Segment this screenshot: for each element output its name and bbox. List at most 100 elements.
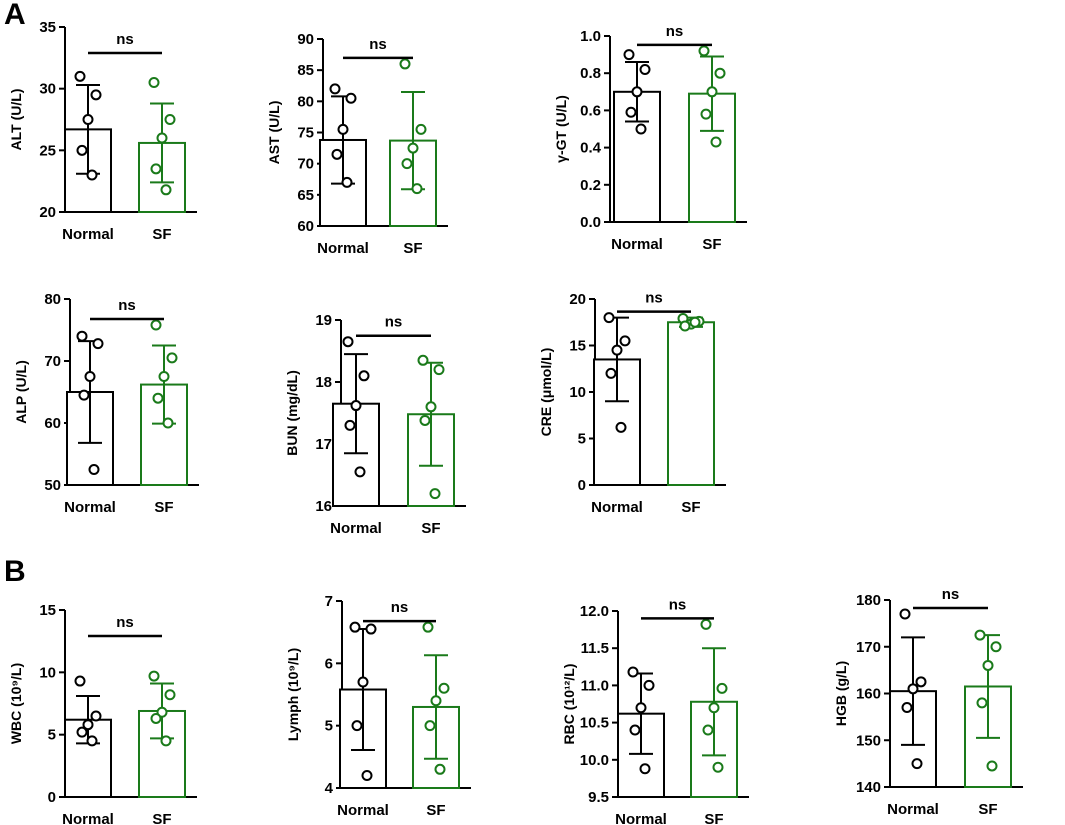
lymph-point-normal (357, 676, 369, 688)
hgb-point-normal (911, 758, 923, 770)
alt-point-normal (82, 114, 94, 125)
chart-ast: 60 65 70 75 80 85 90 AST (U/L) Normal SF ns (266, 31, 448, 257)
wbc-tick-label: 15 (39, 602, 56, 619)
bun-point-sf (425, 401, 437, 413)
alt-point-normal (86, 169, 98, 181)
lymph-point-normal (349, 621, 361, 633)
alt-tick-label: 30 (39, 81, 56, 98)
ggt-tick-label: 0.0 (580, 214, 601, 231)
cre-category-label: Normal (591, 499, 643, 516)
wbc-point-normal (82, 719, 94, 731)
cre-point-normal (619, 335, 631, 347)
ggt-point-normal (625, 106, 637, 118)
wbc-point-normal (76, 726, 88, 738)
alp-point-normal (76, 330, 88, 342)
chart-rbc: 9.5 10.0 10.5 11.0 11.5 12.0 RBC (10¹²/L) Norma… (561, 596, 749, 825)
cre-tick-label: 10 (569, 384, 586, 401)
ggt-tick-label: 0.6 (580, 102, 601, 119)
bun-tick-label: 16 (315, 498, 332, 515)
ast-significance-label: ns (369, 36, 387, 53)
wbc-category-label: Normal (62, 811, 114, 825)
ast-point-sf (411, 183, 423, 195)
ast-point-normal (337, 123, 349, 135)
chart-wbc: 0 5 10 15 WBC (10⁹/L) Normal SF ns (8, 602, 197, 825)
hgb-tick-label: 170 (856, 639, 881, 656)
wbc-point-sf (148, 670, 160, 682)
alp-y-label: ALP (U/L) (13, 360, 29, 424)
lymph-point-normal (365, 623, 377, 635)
bun-point-normal (344, 419, 356, 431)
cre-significance-label: ns (645, 290, 663, 307)
ggt-point-normal (639, 63, 651, 75)
lymph-tick-label: 5 (325, 718, 333, 735)
hgb-point-sf (982, 659, 994, 671)
bun-tick-label: 19 (315, 312, 332, 329)
hgb-category-label: Normal (887, 801, 939, 818)
cre-tick-label: 5 (578, 431, 586, 448)
ast-point-normal (345, 92, 357, 104)
bun-point-normal (350, 400, 362, 412)
bun-point-normal (342, 336, 354, 348)
ggt-tick-label: 0.2 (580, 177, 601, 194)
ggt-point-sf (700, 108, 712, 120)
ast-point-sf (407, 142, 419, 154)
alt-point-sf (164, 114, 176, 125)
ggt-category-label: SF (702, 236, 721, 253)
alt-point-sf (156, 132, 168, 144)
chart-ggt: 0.0 0.2 0.4 0.6 0.8 1.0 γ-GT (U/L) Normal SF ns (553, 23, 747, 253)
hgb-point-normal (907, 683, 919, 695)
ggt-point-sf (714, 67, 726, 79)
rbc-category-label: SF (704, 811, 723, 825)
alp-point-sf (150, 319, 162, 331)
alt-point-sf (160, 184, 172, 196)
bun-point-normal (358, 370, 370, 382)
alp-point-normal (84, 371, 96, 382)
ggt-point-normal (631, 86, 643, 98)
hgb-tick-label: 150 (856, 732, 881, 749)
hgb-point-sf (976, 697, 988, 709)
bun-y-label: BUN (mg/dL) (284, 370, 300, 456)
bun-point-sf (429, 488, 441, 500)
wbc-point-normal (86, 735, 98, 747)
rbc-tick-label: 11.5 (581, 640, 609, 657)
wbc-point-sf (150, 712, 162, 724)
alt-tick-label: 20 (39, 204, 56, 221)
alt-point-sf (150, 163, 162, 175)
cre-tick-label: 0 (578, 477, 586, 494)
wbc-point-normal (90, 710, 102, 722)
lymph-point-sf (438, 682, 450, 694)
lymph-point-normal (351, 720, 363, 732)
bun-category-label: Normal (330, 520, 382, 537)
wbc-significance-label: ns (116, 614, 134, 631)
bun-point-sf (433, 364, 445, 376)
wbc-point-sf (160, 735, 172, 747)
chart-alp: 50 60 70 80 ALP (U/L) Normal SF ns (13, 291, 199, 516)
chart-lymph: 4 5 6 7 Lymph (10⁹/L) Normal SF ns (285, 593, 471, 819)
ast-tick-label: 90 (297, 31, 314, 48)
alp-tick-label: 70 (44, 353, 61, 370)
ast-tick-label: 65 (297, 187, 314, 204)
ast-category-label: SF (403, 240, 422, 257)
bun-point-sf (417, 354, 429, 366)
bun-significance-label: ns (385, 314, 403, 331)
alp-tick-label: 60 (44, 415, 61, 432)
rbc-point-normal (639, 763, 651, 775)
ggt-tick-label: 1.0 (580, 28, 601, 45)
panel-label-b: B (4, 555, 26, 588)
ast-y-label: AST (U/L) (266, 101, 282, 165)
rbc-tick-label: 10.0 (580, 752, 609, 769)
wbc-category-label: SF (152, 811, 171, 825)
cre-bar-sf (667, 321, 715, 486)
hgb-significance-label: ns (942, 586, 960, 603)
hgb-point-normal (901, 702, 913, 714)
lymph-significance-label: ns (391, 599, 409, 616)
alp-point-sf (162, 417, 174, 429)
ggt-point-normal (635, 123, 647, 135)
rbc-point-sf (702, 724, 714, 736)
ast-category-label: Normal (317, 240, 369, 257)
lymph-y-label: Lymph (10⁹/L) (285, 648, 301, 741)
rbc-point-normal (635, 702, 647, 714)
alt-category-label: Normal (62, 226, 114, 243)
wbc-tick-label: 10 (39, 664, 56, 681)
cre-point-sf (679, 320, 691, 332)
